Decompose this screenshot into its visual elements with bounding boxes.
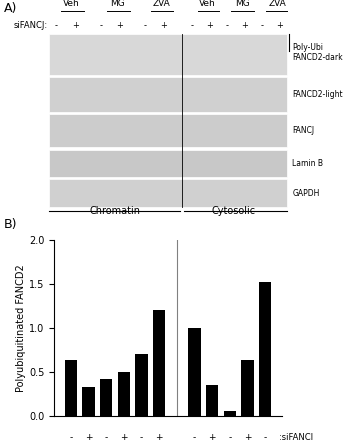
- Bar: [188, 328, 201, 416]
- Text: -: -: [260, 21, 263, 30]
- Text: siFANCJ:: siFANCJ:: [13, 21, 47, 30]
- Text: MG: MG: [110, 0, 125, 7]
- Text: +: +: [85, 433, 92, 440]
- Bar: [135, 354, 148, 416]
- Bar: [224, 411, 236, 416]
- Text: FANCJ: FANCJ: [292, 126, 314, 135]
- Text: +: +: [116, 21, 123, 30]
- Text: +: +: [72, 21, 79, 30]
- Text: -: -: [55, 21, 57, 30]
- Text: Chromatin: Chromatin: [90, 206, 141, 216]
- Text: A): A): [4, 2, 17, 15]
- Bar: [241, 360, 254, 416]
- Text: +: +: [120, 433, 127, 440]
- Bar: [259, 282, 271, 416]
- Text: Veh: Veh: [199, 0, 216, 7]
- Text: -: -: [225, 21, 228, 30]
- Text: +: +: [160, 21, 167, 30]
- Text: FANCD2-light: FANCD2-light: [292, 90, 343, 99]
- Text: -: -: [144, 21, 147, 30]
- Text: -: -: [193, 433, 196, 440]
- Text: +: +: [244, 433, 251, 440]
- Bar: [118, 372, 130, 416]
- Text: +: +: [209, 433, 216, 440]
- Text: Veh: Veh: [63, 0, 80, 7]
- Y-axis label: Polyubiquitinated FANCD2: Polyubiquitinated FANCD2: [16, 264, 26, 392]
- Bar: [206, 385, 218, 416]
- Text: GAPDH: GAPDH: [292, 189, 320, 198]
- Bar: [153, 310, 165, 416]
- Text: B): B): [4, 218, 17, 231]
- Text: -: -: [99, 21, 102, 30]
- Bar: [49, 114, 287, 147]
- Bar: [100, 379, 112, 416]
- Text: +: +: [155, 433, 163, 440]
- Text: +: +: [241, 21, 248, 30]
- Text: -: -: [264, 433, 267, 440]
- Text: Lamin B: Lamin B: [292, 159, 323, 168]
- Text: +: +: [206, 21, 214, 30]
- Text: -: -: [105, 433, 108, 440]
- Text: +: +: [276, 21, 284, 30]
- Bar: [49, 180, 287, 207]
- Text: -: -: [228, 433, 231, 440]
- Text: Cytosolic: Cytosolic: [212, 206, 256, 216]
- Bar: [65, 360, 77, 416]
- Text: -: -: [190, 21, 193, 30]
- Bar: [49, 77, 287, 112]
- Bar: [49, 34, 287, 75]
- Text: ZVA: ZVA: [269, 0, 286, 7]
- Bar: [82, 387, 95, 416]
- Text: Poly-Ubi
FANCD2-dark: Poly-Ubi FANCD2-dark: [292, 43, 343, 62]
- Text: :siFANCJ: :siFANCJ: [279, 433, 314, 440]
- Text: -: -: [140, 433, 143, 440]
- Text: ZVA: ZVA: [153, 0, 170, 7]
- Text: -: -: [69, 433, 72, 440]
- Bar: [49, 150, 287, 177]
- Text: MG: MG: [235, 0, 250, 7]
